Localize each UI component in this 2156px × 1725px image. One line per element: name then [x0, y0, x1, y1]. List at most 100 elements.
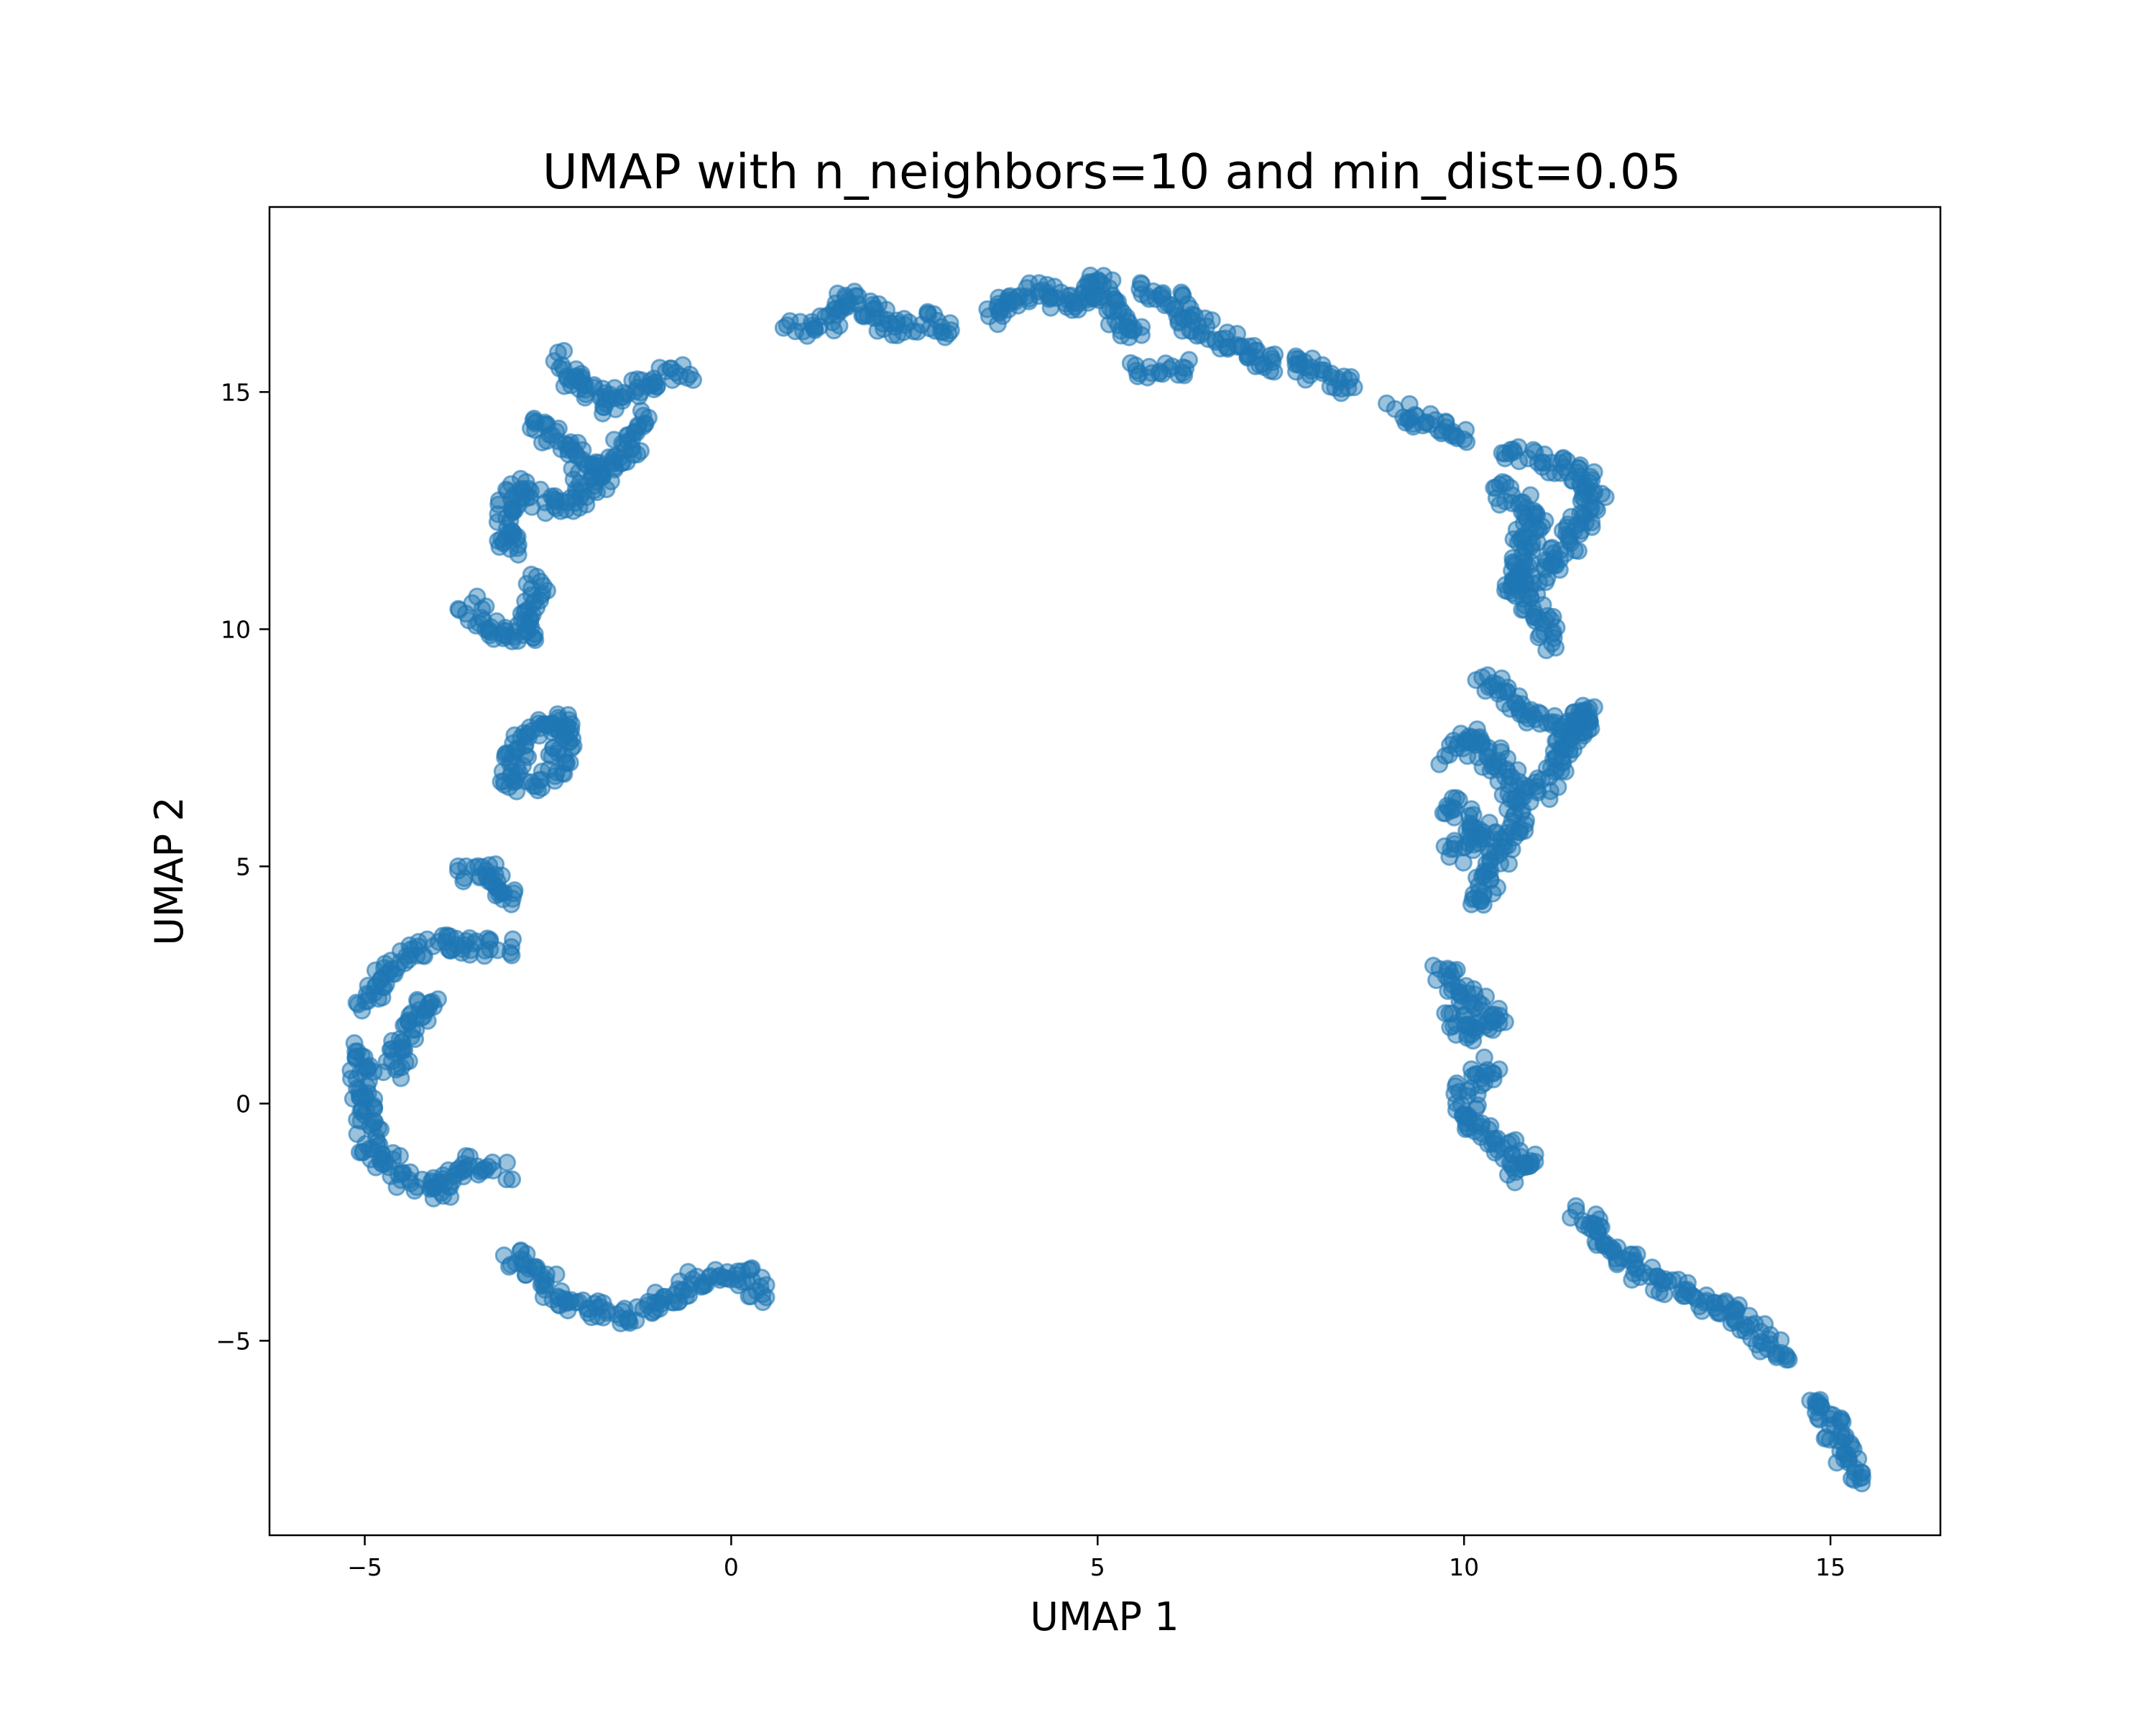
scatter-point — [866, 300, 885, 318]
x-tick-label: −5 — [347, 1553, 382, 1581]
scatter-point — [463, 594, 482, 612]
scatter-point — [919, 305, 938, 323]
scatter-point — [409, 937, 428, 956]
scatter-point — [502, 895, 520, 914]
chart-title: UMAP with n_neighbors=10 and min_dist=0.… — [543, 144, 1682, 200]
scatter-point — [747, 1282, 765, 1300]
scatter-point — [663, 371, 682, 390]
scatter-point — [1133, 326, 1151, 344]
y-axis-label: UMAP 2 — [147, 796, 192, 945]
scatter-point — [503, 1170, 522, 1189]
scatter-point — [390, 1030, 409, 1049]
scatter-point — [502, 938, 520, 957]
scatter-point — [941, 321, 960, 340]
y-tick-label: 15 — [221, 378, 251, 406]
scatter-point — [406, 1030, 425, 1049]
scatter-point — [515, 1251, 533, 1270]
scatter-point — [488, 512, 507, 531]
x-tick-label: 5 — [1090, 1553, 1105, 1581]
scatter-point — [1176, 359, 1195, 377]
scatter-point — [678, 369, 696, 387]
scatter-point — [538, 581, 556, 600]
scatter-point — [1513, 1154, 1531, 1172]
scatter-point — [1501, 768, 1519, 786]
scatter-point — [846, 287, 865, 305]
y-tick-label: 0 — [236, 1090, 251, 1118]
scatter-point — [1440, 847, 1459, 866]
scatter-point — [1498, 1165, 1517, 1184]
scatter-point — [1659, 1272, 1677, 1291]
scatter-point — [1738, 1318, 1756, 1337]
scatter-point — [1462, 895, 1480, 914]
scatter-point — [1042, 289, 1061, 307]
scatter-point — [1567, 1202, 1585, 1220]
scatter-point — [1342, 368, 1360, 387]
scatter-point — [571, 481, 589, 499]
y-tick-label: 10 — [221, 615, 251, 643]
scatter-point — [1529, 454, 1547, 472]
scatter-point — [478, 929, 497, 948]
x-tick-label: 15 — [1815, 1553, 1846, 1581]
scatter-point — [348, 1042, 367, 1061]
scatter-point — [1807, 1403, 1825, 1422]
scatter-point — [531, 572, 550, 591]
scatter-point — [1461, 830, 1480, 849]
scatter-point — [524, 411, 543, 430]
scatter-point — [780, 312, 799, 331]
scatter-point — [1103, 271, 1122, 290]
scatter-point — [1312, 361, 1330, 380]
scatter-point — [1561, 534, 1580, 552]
scatter-point — [550, 1289, 568, 1307]
scatter-point — [1509, 438, 1528, 456]
scatter-point — [634, 406, 653, 425]
scatter-point — [1531, 714, 1549, 733]
scatter-point — [1545, 464, 1564, 482]
scatter-point — [1295, 353, 1314, 372]
scatter-point — [413, 946, 432, 965]
x-axis-label: UMAP 1 — [1030, 1594, 1179, 1639]
y-tick-label: −5 — [216, 1327, 251, 1355]
scatter-point — [1296, 370, 1315, 389]
x-tick-label: 0 — [724, 1553, 739, 1581]
scatter-point — [524, 776, 543, 795]
scatter-point — [400, 1006, 419, 1024]
scatter-point — [1345, 378, 1363, 397]
scatter-point — [1020, 274, 1038, 293]
scatter-point — [645, 374, 663, 393]
scatter-point — [1156, 296, 1174, 315]
scatter-point — [638, 1296, 657, 1315]
scatter-point — [1547, 618, 1566, 637]
scatter-point — [1851, 1469, 1869, 1488]
scatter-point — [1540, 790, 1559, 809]
scatter-point — [457, 857, 475, 875]
scatter-point — [674, 1282, 693, 1300]
x-tick-label: 10 — [1449, 1553, 1479, 1581]
scatter-point — [603, 451, 622, 470]
scatter-point — [786, 322, 805, 341]
scatter-point — [1682, 1286, 1700, 1305]
scatter-point — [1455, 430, 1473, 448]
scatter-point — [429, 990, 447, 1008]
scatter-point — [1507, 520, 1526, 539]
scatter-point — [1777, 1351, 1796, 1369]
scatter-point — [612, 1309, 631, 1328]
scatter-point — [543, 747, 561, 765]
scatter-point — [1543, 634, 1561, 653]
scatter-point — [1511, 819, 1529, 838]
scatter-point — [1524, 608, 1543, 627]
scatter-point — [1445, 808, 1464, 827]
scatter-point — [1472, 1076, 1491, 1095]
scatter-point — [1197, 317, 1216, 336]
scatter-point — [1524, 514, 1543, 533]
scatter-point — [576, 385, 595, 403]
scatter-point — [1457, 433, 1476, 451]
scatter-point — [614, 388, 632, 407]
scatter-point — [1531, 625, 1549, 644]
scatter-point — [1263, 353, 1282, 372]
scatter-point — [400, 1013, 418, 1031]
scatter-point — [494, 1246, 513, 1265]
y-tick-label: 5 — [236, 852, 251, 880]
scatter-point — [1820, 1430, 1839, 1449]
scatter-point — [625, 422, 644, 441]
